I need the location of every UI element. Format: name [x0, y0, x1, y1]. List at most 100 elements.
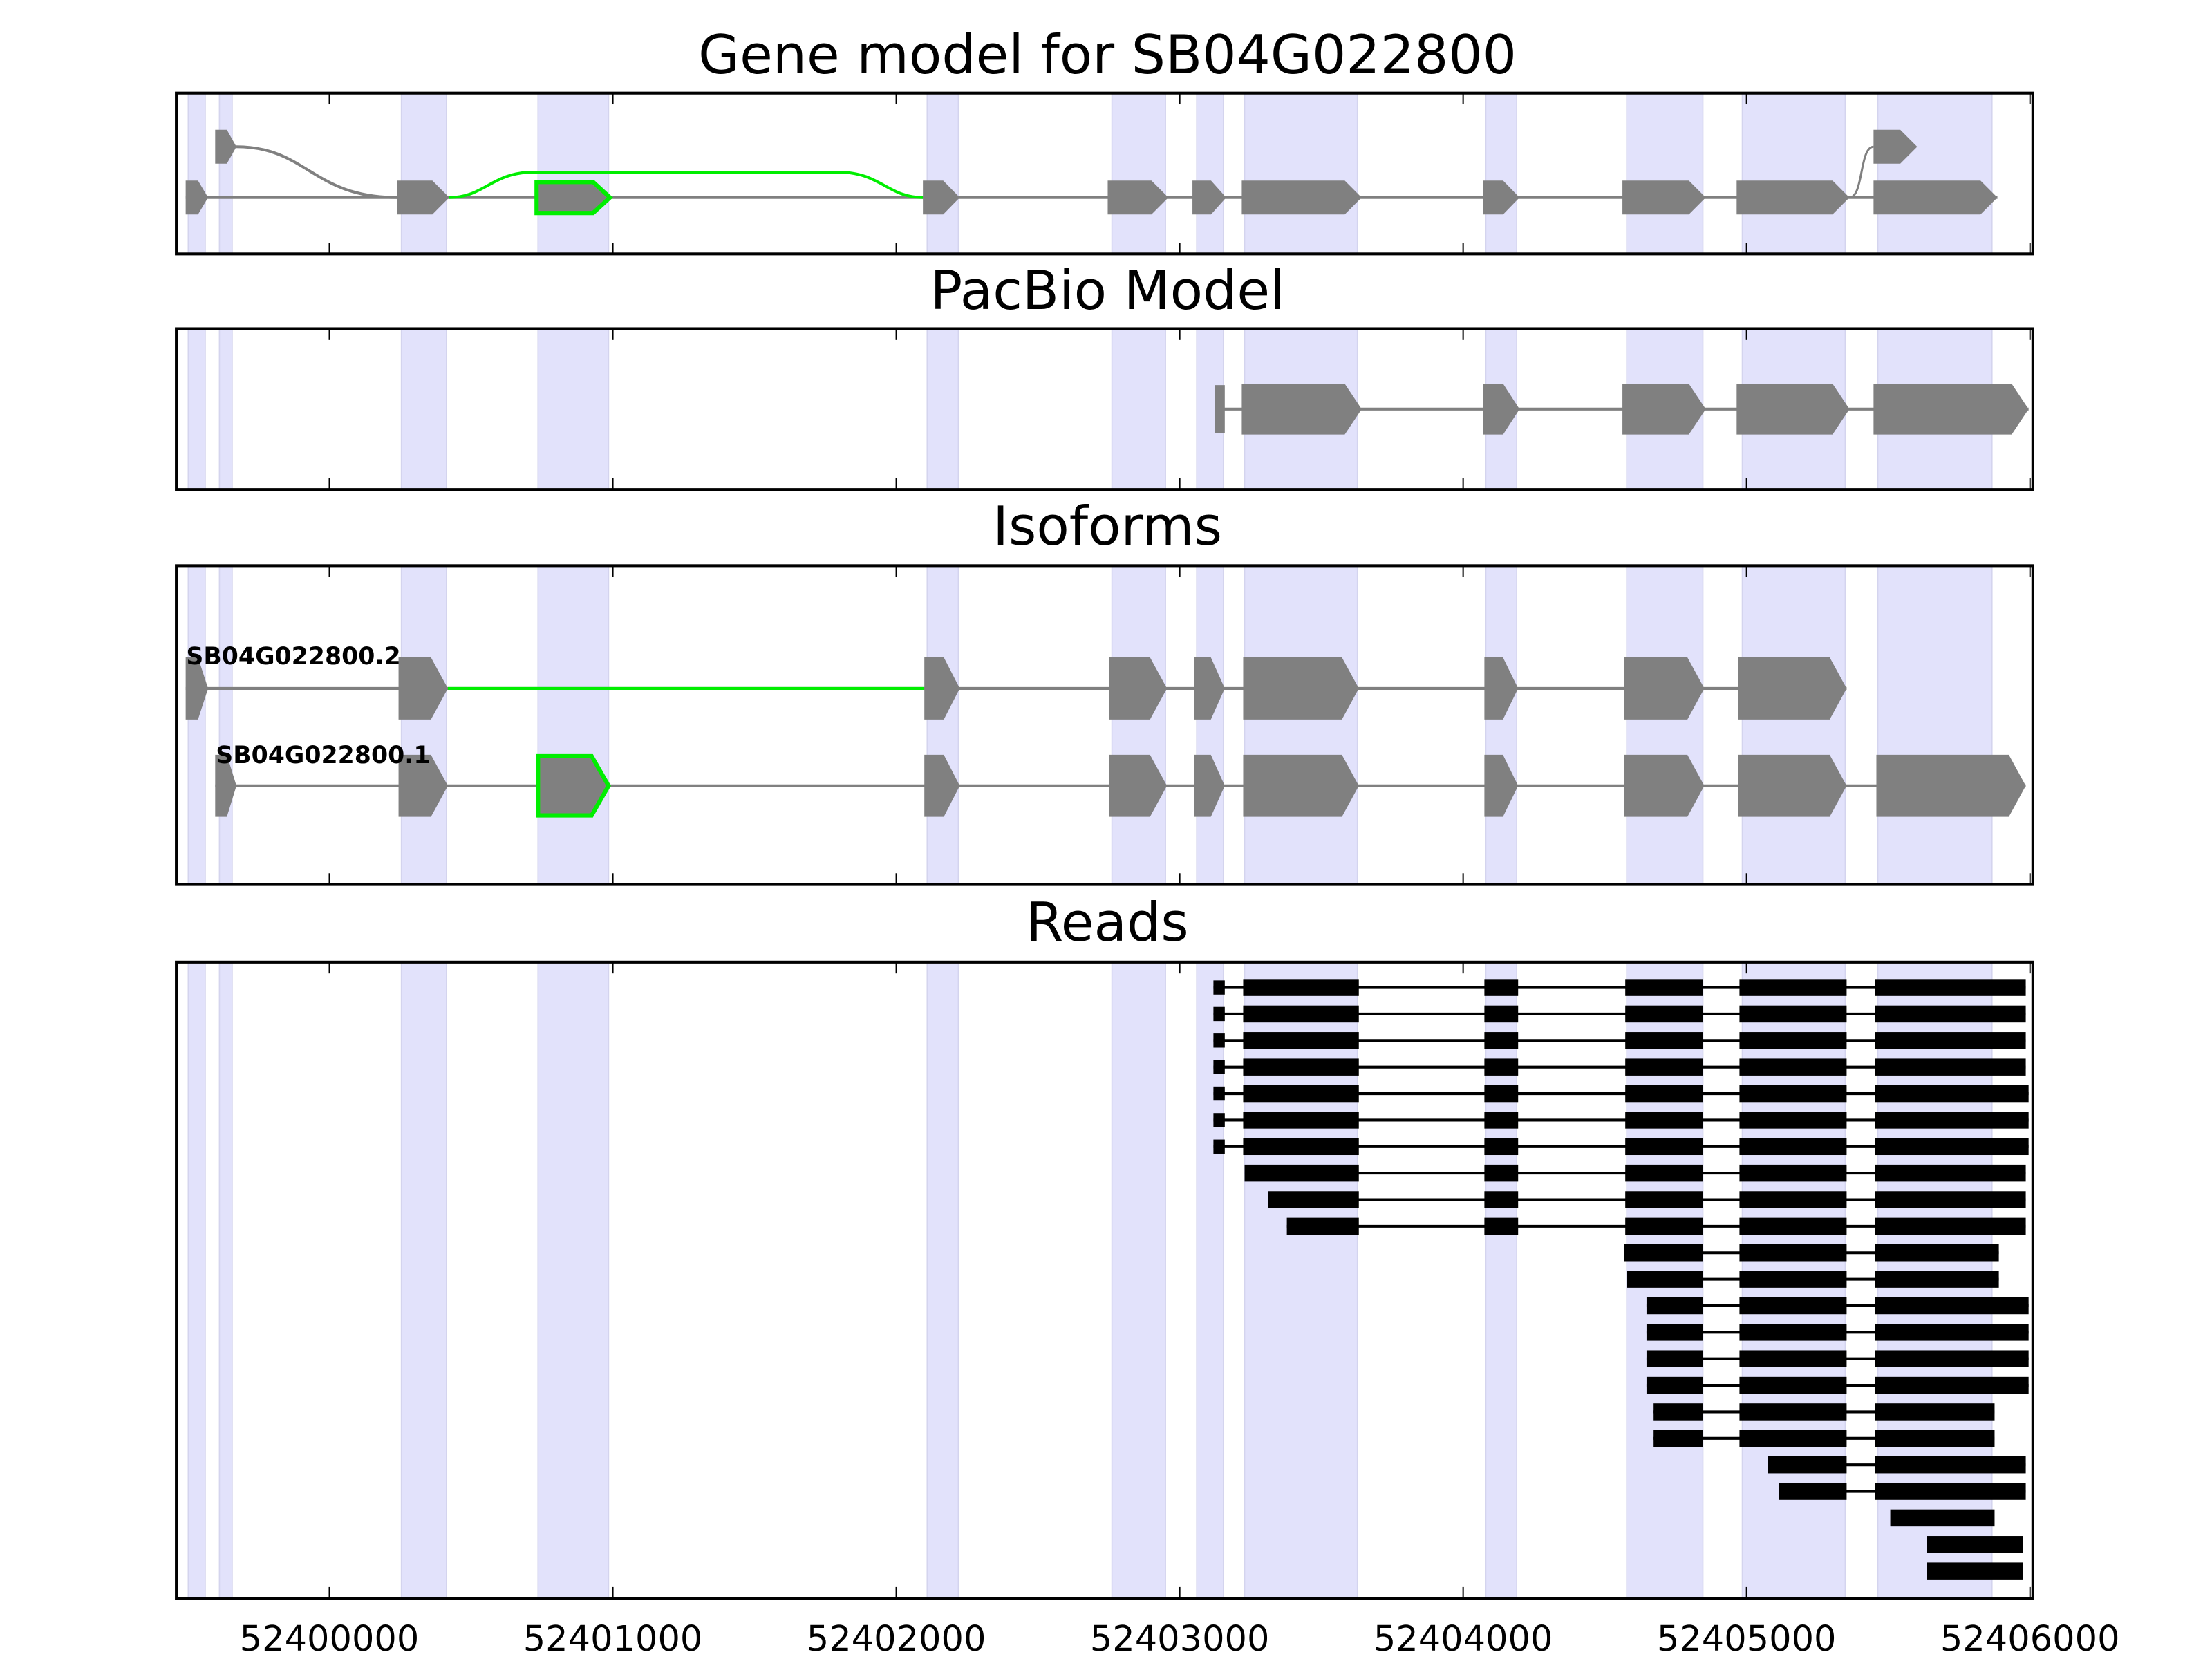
- shaded-region: [537, 565, 610, 885]
- exon: [1873, 384, 2029, 435]
- read-block: [1875, 1005, 2026, 1023]
- read-block: [1739, 1191, 1847, 1208]
- shaded-region: [1196, 565, 1224, 885]
- shaded-region: [1196, 92, 1224, 255]
- shaded-region: [1244, 92, 1358, 255]
- read-block: [1484, 1191, 1519, 1208]
- isoform-exon: [215, 754, 237, 817]
- read-block: [1244, 1164, 1359, 1182]
- panel-frame: [175, 91, 2034, 256]
- read-block: [1625, 1138, 1703, 1156]
- read-block: [1875, 1297, 2029, 1315]
- read-block: [1779, 1483, 1847, 1500]
- read-block: [1739, 1112, 1847, 1129]
- isoforms-panel: [175, 564, 2034, 886]
- read: [1213, 1058, 2026, 1076]
- shaded-region: [1877, 565, 1993, 885]
- read-block: [1739, 1324, 1847, 1341]
- shaded-region: [1485, 962, 1517, 1600]
- read-block: [1625, 1005, 1703, 1023]
- read-block: [1739, 1297, 1847, 1315]
- read: [1646, 1324, 2029, 1341]
- read: [1244, 1164, 2026, 1182]
- read-block: [1484, 1058, 1519, 1076]
- shaded-region: [187, 565, 206, 885]
- shaded-region: [1111, 962, 1166, 1600]
- shaded-region: [926, 565, 959, 885]
- read-block: [1875, 1112, 2029, 1129]
- shaded-region: [926, 92, 959, 255]
- read-block: [1875, 1403, 1995, 1421]
- isoform-exon: [924, 754, 960, 817]
- read-block: [1625, 1191, 1703, 1208]
- read-block: [1875, 1244, 1999, 1262]
- isoform-exon: [398, 754, 448, 817]
- read-block: [1739, 1271, 1847, 1288]
- read-block: [1213, 1086, 1225, 1101]
- exon: [1192, 180, 1226, 215]
- read: [1646, 1376, 2029, 1394]
- read-block: [1875, 1085, 2029, 1103]
- read-block: [1213, 1033, 1225, 1048]
- shaded-region: [400, 328, 447, 490]
- read-block: [1243, 1032, 1359, 1049]
- read-block: [1646, 1297, 1703, 1315]
- read: [1624, 1244, 1999, 1262]
- isoform-exon: [1484, 754, 1519, 817]
- read-block: [1739, 1350, 1847, 1367]
- read-block: [1739, 1244, 1847, 1262]
- read-block: [1243, 1138, 1359, 1156]
- exon: [1622, 180, 1706, 215]
- isoform-exon: [1624, 754, 1705, 817]
- shaded-region: [1626, 565, 1704, 885]
- shaded-region: [218, 328, 233, 490]
- exon: [1241, 384, 1362, 435]
- read: [1927, 1536, 2023, 1553]
- read-block: [1875, 1164, 2026, 1182]
- read-block: [1653, 1430, 1703, 1447]
- shaded-region: [1741, 92, 1846, 255]
- panel-title-reads: Reads: [1026, 892, 1188, 954]
- read-block: [1927, 1536, 2023, 1553]
- shaded-region: [187, 328, 206, 490]
- shaded-region: [1741, 565, 1846, 885]
- read-block: [1739, 1403, 1847, 1421]
- x-tick-label: 52405000: [1657, 1619, 1837, 1659]
- exon: [1736, 180, 1850, 215]
- reads-panel: [175, 960, 2034, 1600]
- exon: [1483, 180, 1520, 215]
- exon: [185, 180, 209, 215]
- isoform-exon: [1876, 754, 2026, 817]
- pacbio-panel: [175, 327, 2034, 491]
- read-block: [1243, 979, 1359, 996]
- shaded-region: [1244, 962, 1358, 1600]
- exon: [923, 180, 960, 215]
- read-block: [1625, 1112, 1703, 1129]
- isoform-exon: [924, 657, 960, 720]
- isoform-exon: [1738, 754, 1847, 817]
- read-block: [1739, 1164, 1847, 1182]
- read-block: [1243, 1112, 1359, 1129]
- read: [1768, 1456, 2026, 1474]
- x-tick-label: 52403000: [1090, 1619, 1270, 1659]
- shaded-region: [926, 328, 959, 490]
- read-block: [1484, 1085, 1519, 1103]
- read-block: [1625, 1164, 1703, 1182]
- panel-title-gene-model: Gene model for SB04G022800: [698, 24, 1517, 86]
- read-block: [1625, 1217, 1703, 1235]
- read-block: [1739, 1217, 1847, 1235]
- shaded-region: [400, 565, 447, 885]
- read-block: [1875, 1324, 2029, 1341]
- shaded-region: [218, 962, 233, 1600]
- shaded-region: [1111, 92, 1166, 255]
- read-block: [1739, 1430, 1847, 1447]
- shaded-region: [400, 962, 447, 1600]
- alt-exon: [1873, 129, 1918, 164]
- read-block: [1875, 1271, 1999, 1288]
- shaded-region: [400, 92, 447, 255]
- isoform-exon: [1109, 657, 1168, 720]
- highlight-junction: [449, 170, 924, 199]
- shaded-region: [1485, 92, 1517, 255]
- read-block: [1875, 1376, 2029, 1394]
- x-tick-label: 52401000: [523, 1619, 703, 1659]
